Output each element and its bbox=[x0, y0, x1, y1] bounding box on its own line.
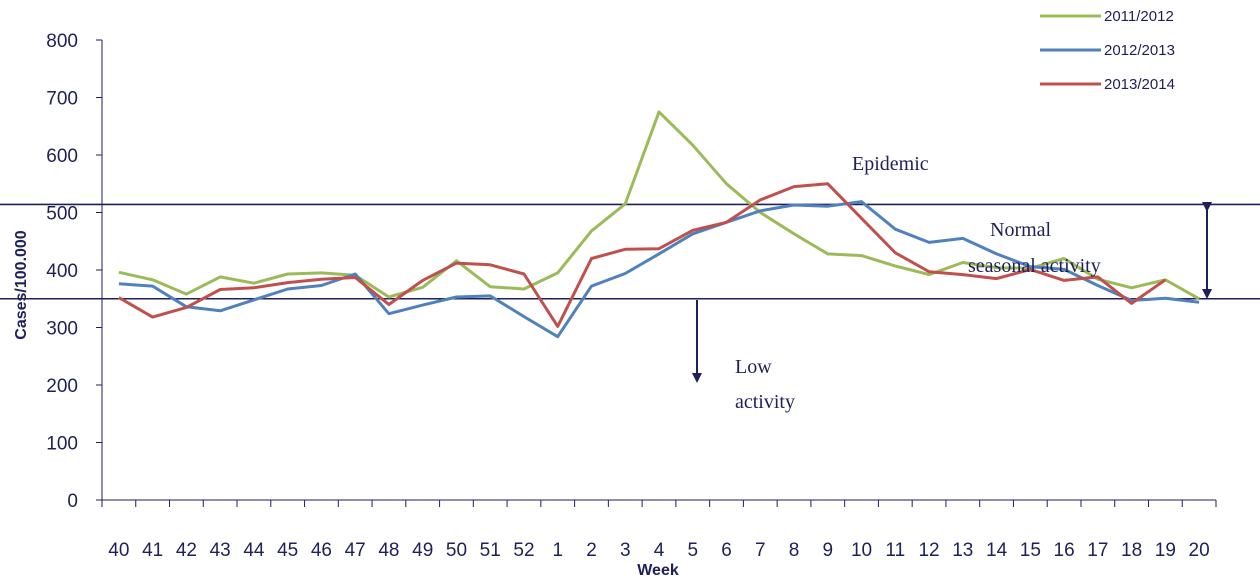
x-tick-label: 46 bbox=[311, 540, 332, 561]
legend: 2011/2012 2012/2013 2013/2014 bbox=[1040, 8, 1175, 93]
x-tick-label: 43 bbox=[210, 540, 231, 561]
x-tick-label: 51 bbox=[480, 540, 501, 561]
y-tick-label: 0 bbox=[67, 491, 78, 512]
x-tick-label: 5 bbox=[687, 540, 698, 561]
series-line-2013-2014 bbox=[118, 182, 1167, 328]
y-tick-labels: 0 100 200 300 400 500 600 700 800 bbox=[46, 31, 78, 512]
x-tick-label: 47 bbox=[345, 540, 366, 561]
epidemic-annotation: Epidemic bbox=[852, 153, 929, 175]
normal-activity-annotation-line2: seasonal activity bbox=[968, 255, 1101, 277]
x-tick-label: 7 bbox=[755, 540, 766, 561]
x-tick-label: 1 bbox=[552, 540, 563, 561]
legend-label-2013-2014: 2013/2014 bbox=[1104, 76, 1175, 93]
axes bbox=[96, 39, 1217, 507]
x-tick-label: 9 bbox=[822, 540, 833, 561]
y-tick-label: 200 bbox=[46, 376, 78, 397]
x-tick-label: 20 bbox=[1189, 540, 1210, 561]
x-tick-label: 4 bbox=[654, 540, 665, 561]
x-tick-label: 40 bbox=[108, 540, 129, 561]
x-tick-label: 13 bbox=[952, 540, 973, 561]
x-tick-label: 52 bbox=[513, 540, 534, 561]
y-tick-label: 300 bbox=[46, 319, 78, 340]
x-tick-label: 18 bbox=[1121, 540, 1142, 561]
legend-label-2012-2013: 2012/2013 bbox=[1104, 42, 1175, 59]
y-tick-label: 100 bbox=[46, 434, 78, 455]
y-tick-label: 800 bbox=[46, 31, 78, 52]
x-tick-label: 42 bbox=[176, 540, 197, 561]
legend-label-2011-2012: 2011/2012 bbox=[1104, 8, 1174, 25]
normal-activity-annotation-line1: Normal bbox=[990, 219, 1052, 241]
x-tick-labels: 40 41 42 43 44 45 46 47 48 49 50 51 52 1 2 3 4 5 6 7 8 9 10 11 1… bbox=[108, 540, 1209, 561]
threshold-lines bbox=[0, 203, 1260, 300]
y-tick-label: 400 bbox=[46, 261, 78, 282]
x-tick-label: 8 bbox=[789, 540, 800, 561]
x-tick-label: 45 bbox=[277, 540, 298, 561]
y-tick-label: 600 bbox=[46, 146, 78, 167]
x-tick-label: 50 bbox=[446, 540, 467, 561]
x-tick-label: 44 bbox=[243, 540, 265, 561]
x-tick-label: 14 bbox=[986, 540, 1008, 561]
x-tick-label: 6 bbox=[721, 540, 732, 561]
x-tick-label: 49 bbox=[412, 540, 433, 561]
x-tick-label: 3 bbox=[620, 540, 631, 561]
x-tick-label: 17 bbox=[1087, 540, 1108, 561]
low-activity-annotation-line1: Low bbox=[735, 356, 772, 378]
y-axis-title: Cases/100.000 bbox=[13, 230, 30, 340]
x-tick-label: 16 bbox=[1054, 540, 1075, 561]
x-tick-label: 48 bbox=[378, 540, 399, 561]
x-tick-label: 11 bbox=[885, 540, 905, 561]
x-axis-title: Week bbox=[637, 562, 679, 578]
y-tick-label: 500 bbox=[46, 204, 78, 225]
x-tick-label: 19 bbox=[1155, 540, 1176, 561]
x-tick-label: 41 bbox=[142, 540, 163, 561]
x-tick-label: 15 bbox=[1020, 540, 1041, 561]
x-tick-label: 10 bbox=[851, 540, 872, 561]
series-line-2011-2012 bbox=[118, 110, 1200, 301]
x-tick-label: 12 bbox=[918, 540, 939, 561]
y-tick-label: 700 bbox=[46, 89, 78, 110]
series-line-2012-2013 bbox=[118, 200, 1200, 339]
low-activity-annotation-line2: activity bbox=[735, 391, 795, 413]
x-tick-label: 2 bbox=[586, 540, 597, 561]
series-lines bbox=[118, 110, 1200, 339]
